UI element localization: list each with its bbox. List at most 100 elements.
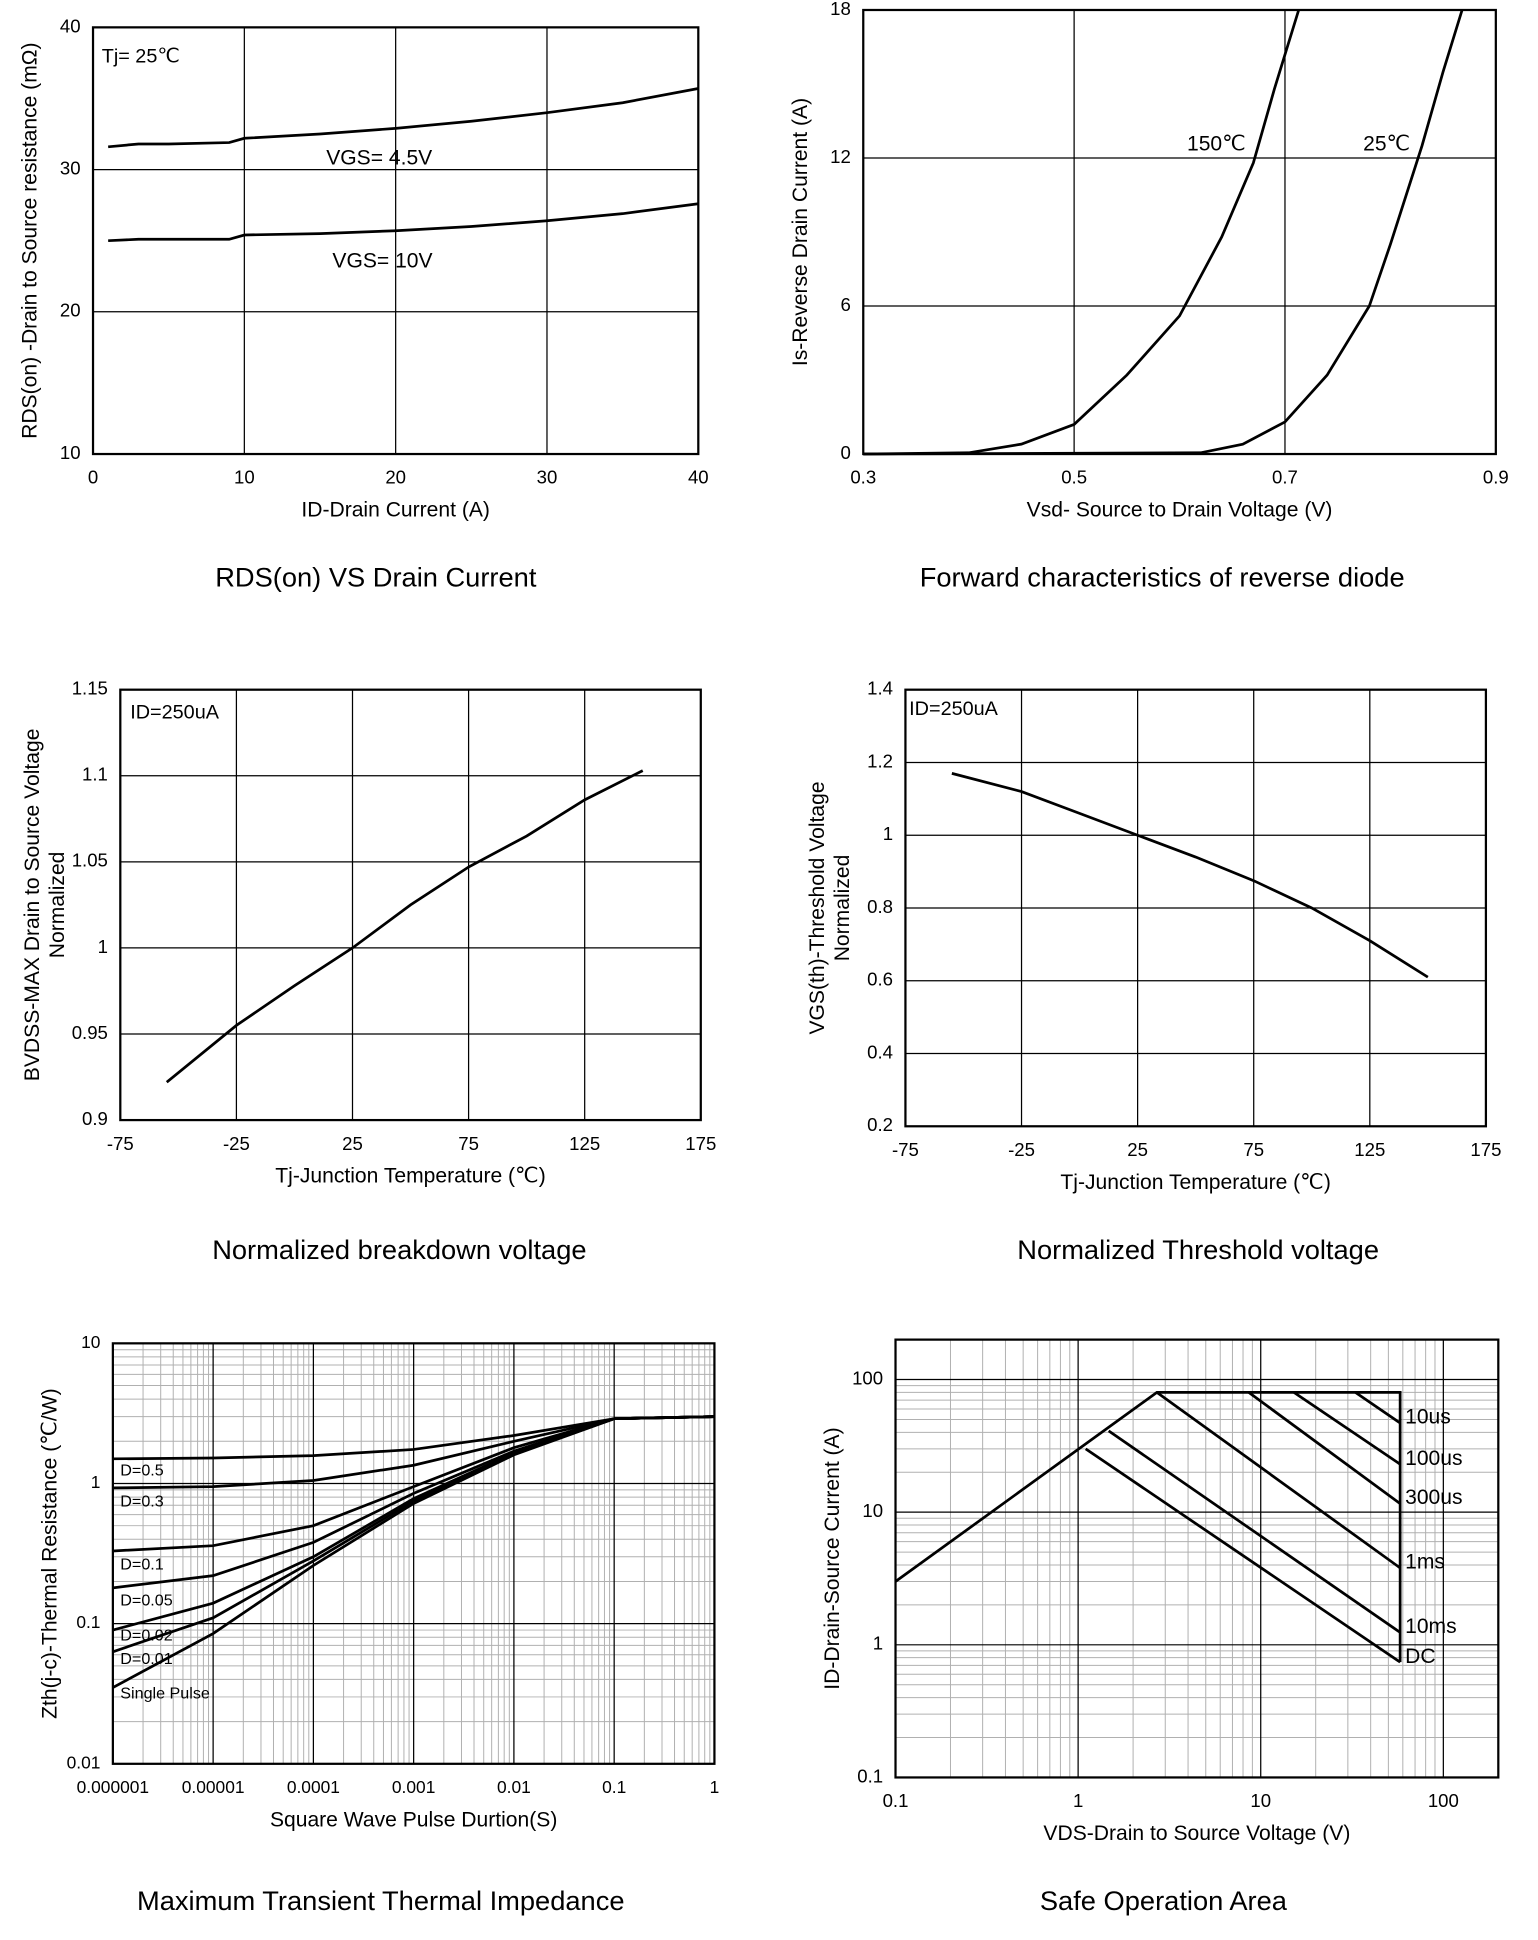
y-axis-label: Is-Reverse Drain Current (A) bbox=[789, 98, 812, 366]
series-line bbox=[112, 1415, 715, 1689]
x-tick-label: -75 bbox=[892, 1139, 919, 1160]
y-tick-label: 30 bbox=[60, 157, 81, 178]
series-label: D=0.5 bbox=[120, 1461, 163, 1479]
series-line bbox=[1084, 1447, 1401, 1664]
y-tick-label: 100 bbox=[852, 1367, 883, 1388]
series-label: DC bbox=[1405, 1645, 1435, 1668]
x-tick-label: 0.00001 bbox=[182, 1777, 245, 1797]
y-tick-label: 1 bbox=[91, 1472, 101, 1492]
annotation: ID=250uA bbox=[909, 698, 999, 720]
x-axis-label: Tj-Junction Temperature (℃) bbox=[1060, 1171, 1330, 1194]
y-tick-label: 1.1 bbox=[82, 764, 108, 785]
annotation: Tj= 25℃ bbox=[102, 45, 180, 67]
y-axis-label: Zth(j-c)-Thermal Resistance (℃/W) bbox=[38, 1388, 61, 1719]
x-tick-label: -25 bbox=[223, 1133, 250, 1154]
x-tick-label: 10 bbox=[1250, 1790, 1271, 1811]
series-label: 300us bbox=[1405, 1486, 1462, 1509]
series-label: Single Pulse bbox=[120, 1685, 210, 1703]
y-tick-label: 1.2 bbox=[867, 750, 893, 771]
x-axis-label: Tj-Junction Temperature (℃) bbox=[275, 1165, 545, 1188]
series-label: 10ms bbox=[1405, 1615, 1457, 1638]
y-tick-label: 0.2 bbox=[867, 1114, 893, 1135]
x-tick-label: 0.000001 bbox=[77, 1777, 149, 1797]
x-tick-label: 0.1 bbox=[883, 1790, 909, 1811]
y-tick-label: 10 bbox=[81, 1332, 100, 1352]
x-tick-label: 75 bbox=[458, 1133, 479, 1154]
y-tick-label: 1.4 bbox=[867, 678, 893, 699]
y-tick-label: 40 bbox=[60, 15, 81, 36]
y-axis-label: Normalized bbox=[831, 855, 854, 962]
y-tick-label: 1 bbox=[873, 1633, 883, 1654]
annotation: ID=250uA bbox=[130, 701, 220, 723]
series-line bbox=[108, 87, 699, 149]
y-tick-label: 0.9 bbox=[82, 1108, 108, 1129]
series-label: 25℃ bbox=[1363, 133, 1410, 156]
plot-frame bbox=[91, 26, 700, 456]
y-tick-label: 0.6 bbox=[867, 969, 893, 990]
x-tick-label: 125 bbox=[569, 1133, 600, 1154]
y-tick-label: 0.01 bbox=[67, 1752, 101, 1772]
x-axis-label: VDS-Drain to Source Voltage (V) bbox=[1043, 1822, 1350, 1845]
y-axis-label: BVDSS-MAX Drain to Source Voltage bbox=[21, 729, 44, 1082]
y-tick-label: 0 bbox=[841, 442, 851, 463]
plot-frame bbox=[894, 1338, 1500, 1779]
y-tick-label: 1 bbox=[98, 936, 108, 957]
chart-title: Maximum Transient Thermal Impedance bbox=[137, 1885, 624, 1916]
y-tick-label: 0.1 bbox=[76, 1612, 100, 1632]
x-tick-label: 75 bbox=[1243, 1139, 1264, 1160]
y-tick-label: 18 bbox=[830, 0, 851, 19]
series-line bbox=[1247, 1391, 1401, 1505]
x-tick-label: -75 bbox=[107, 1133, 134, 1154]
x-tick-label: -25 bbox=[1008, 1139, 1035, 1160]
x-tick-label: 0 bbox=[88, 467, 98, 488]
x-tick-label: 40 bbox=[688, 467, 709, 488]
chart-title: Safe Operation Area bbox=[1040, 1885, 1288, 1916]
series-line bbox=[863, 9, 1300, 456]
series-label: 1ms bbox=[1405, 1551, 1445, 1574]
x-axis-label: ID-Drain Current (A) bbox=[301, 499, 490, 522]
x-tick-label: 0.5 bbox=[1061, 467, 1087, 488]
x-axis-label: Square Wave Pulse Durtion(S) bbox=[270, 1808, 557, 1831]
chart-title: Forward characteristics of reverse diode bbox=[920, 562, 1405, 593]
y-axis-label: Normalized bbox=[46, 852, 69, 959]
x-tick-label: 0.9 bbox=[1483, 467, 1509, 488]
y-axis-label: RDS(on) -Drain to Source resistance (mΩ) bbox=[19, 42, 42, 438]
series-line bbox=[1107, 1429, 1401, 1634]
chart-title: Normalized breakdown voltage bbox=[212, 1234, 586, 1265]
plot-frame bbox=[111, 1342, 716, 1765]
series-line bbox=[108, 202, 699, 243]
x-tick-label: 1 bbox=[710, 1777, 720, 1797]
x-tick-label: 20 bbox=[385, 467, 406, 488]
y-tick-label: 0.1 bbox=[857, 1765, 883, 1786]
series-label: VGS= 4.5V bbox=[326, 146, 432, 169]
series-label: D=0.05 bbox=[120, 1592, 172, 1610]
x-tick-label: 30 bbox=[537, 467, 558, 488]
chart-title: Normalized Threshold voltage bbox=[1017, 1234, 1379, 1265]
series-line bbox=[165, 769, 644, 1084]
x-tick-label: 10 bbox=[234, 467, 255, 488]
y-tick-label: 12 bbox=[830, 146, 851, 167]
series-label: D=0.3 bbox=[120, 1492, 163, 1510]
series-line bbox=[1354, 1391, 1401, 1425]
x-tick-label: 175 bbox=[685, 1133, 716, 1154]
x-tick-label: 0.0001 bbox=[287, 1777, 340, 1797]
series-label: 150℃ bbox=[1187, 133, 1246, 156]
x-tick-label: 25 bbox=[1127, 1139, 1148, 1160]
x-tick-label: 0.001 bbox=[392, 1777, 435, 1797]
chart-title: RDS(on) VS Drain Current bbox=[215, 562, 537, 593]
y-tick-label: 10 bbox=[862, 1500, 883, 1521]
series-label: 10us bbox=[1405, 1406, 1451, 1429]
x-axis-label: Vsd- Source to Drain Voltage (V) bbox=[1027, 499, 1333, 522]
y-tick-label: 1.15 bbox=[72, 678, 108, 699]
series-line bbox=[951, 772, 1429, 979]
series-line bbox=[1156, 1391, 1401, 1570]
y-tick-label: 1 bbox=[883, 823, 893, 844]
series-label: 100us bbox=[1405, 1447, 1462, 1470]
y-tick-label: 6 bbox=[841, 294, 851, 315]
x-tick-label: 125 bbox=[1354, 1139, 1385, 1160]
plot-frame bbox=[904, 688, 1488, 1128]
series-line bbox=[1293, 1391, 1401, 1466]
